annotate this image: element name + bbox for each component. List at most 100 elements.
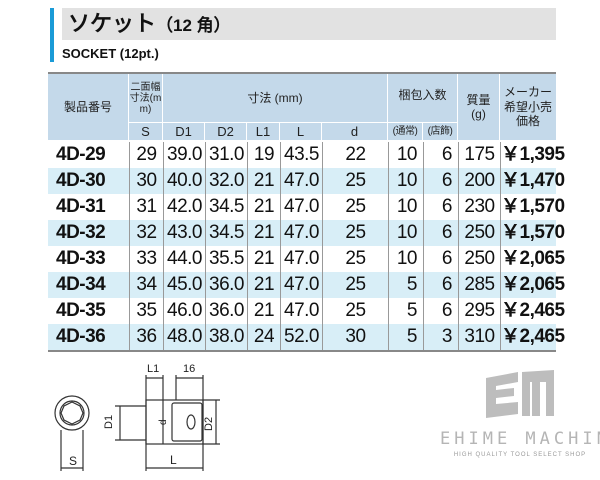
cell-qty-normal: 10 (388, 194, 423, 220)
cell-d1: 44.0 (163, 246, 205, 272)
cell-d: 25 (322, 220, 388, 246)
table-row: 4D-29 29 39.0 31.0 19 43.5 22 10 6 175 ￥1,395 (48, 142, 565, 168)
cell-weight: 310 (458, 324, 500, 350)
cell-qty-store: 6 (423, 168, 458, 194)
cell-part-no: 4D-29 (56, 144, 106, 165)
cell-qty-store: 6 (423, 142, 458, 168)
label-l1: L1 (147, 363, 159, 375)
cell-price: ￥2,065 (500, 272, 565, 298)
subheader-d2: D2 (205, 123, 246, 140)
cell-l1: 21 (247, 298, 280, 324)
cell-weight: 230 (458, 194, 500, 220)
cell-l1: 21 (247, 246, 280, 272)
subheader-store: (店飾) (423, 123, 457, 140)
label-d1: D1 (103, 415, 115, 429)
header-pack-qty: 梱包入数 (388, 74, 457, 122)
cell-d2: 36.0 (205, 272, 247, 298)
cell-d1: 43.0 (163, 220, 205, 246)
label-d: d (158, 419, 169, 425)
header-width-across: 二面幅寸法(mm) (129, 74, 162, 122)
table-row: 4D-31 31 42.0 34.5 21 47.0 25 10 6 230 ￥1,570 (48, 194, 565, 220)
cell-l1: 24 (247, 324, 280, 350)
subheader-normal: (通常) (388, 123, 422, 140)
cell-d1: 42.0 (163, 194, 205, 220)
cell-l: 47.0 (280, 220, 322, 246)
cell-qty-store: 6 (423, 194, 458, 220)
cell-l: 47.0 (280, 272, 322, 298)
table-row: 4D-36 36 48.0 38.0 24 52.0 30 5 3 310 ￥2,465 (48, 324, 565, 350)
cell-d2: 36.0 (205, 298, 247, 324)
cell-part-no: 4D-34 (56, 274, 106, 295)
cell-qty-normal: 10 (388, 142, 423, 168)
title-sub: （12 角） (156, 16, 231, 35)
cell-l1: 21 (247, 272, 280, 298)
table-row: 4D-33 33 44.0 35.5 21 47.0 25 10 6 250 ￥2,065 (48, 246, 565, 272)
socket-diagram: S L1 16 L D1 D2 d (54, 363, 220, 471)
subheader-s: S (129, 123, 162, 140)
cell-part-no: 4D-36 (56, 326, 106, 347)
accent-bar (50, 8, 54, 62)
cell-qty-normal: 10 (388, 168, 423, 194)
cell-qty-normal: 10 (388, 220, 423, 246)
cell-qty-store: 6 (423, 220, 458, 246)
table-row: 4D-35 35 46.0 36.0 21 47.0 25 5 6 295 ￥2,465 (48, 298, 565, 324)
cell-s: 31 (129, 194, 163, 220)
cell-s: 29 (129, 142, 163, 168)
cell-l1: 21 (247, 220, 280, 246)
cell-d: 25 (322, 194, 388, 220)
cell-d2: 34.5 (205, 220, 247, 246)
cell-l: 47.0 (280, 194, 322, 220)
logo-tagline: HIGH QUALITY TOOL SELECT SHOP (453, 452, 587, 458)
title-main: ソケット (68, 11, 157, 36)
cell-weight: 200 (458, 168, 500, 194)
cell-s: 34 (129, 272, 163, 298)
cell-weight: 295 (458, 298, 500, 324)
cell-qty-normal: 5 (388, 324, 423, 350)
cell-d2: 35.5 (205, 246, 247, 272)
cell-s: 32 (129, 220, 163, 246)
header-pack-qty-text: 梱包入数 (398, 88, 447, 102)
header-price-text: メーカー希望小売価格 (504, 85, 553, 129)
shop-logo: EHIME MACHINE HIGH QUALITY TOOL SELECT S… (440, 370, 600, 458)
header-dimensions-text: 寸法 (mm) (247, 90, 303, 105)
cell-qty-store: 3 (423, 324, 458, 350)
cell-l: 43.5 (280, 142, 322, 168)
subheader-d: d (322, 123, 387, 140)
cell-price: ￥1,570 (500, 194, 565, 220)
cell-d: 25 (322, 272, 388, 298)
cell-part-no: 4D-31 (56, 196, 106, 217)
cell-weight: 175 (458, 142, 500, 168)
label-drive: 16 (183, 363, 195, 375)
cell-qty-store: 6 (423, 298, 458, 324)
cell-qty-normal: 5 (388, 298, 423, 324)
cell-part-no: 4D-33 (56, 248, 106, 269)
cell-d2: 32.0 (205, 168, 247, 194)
cell-d1: 46.0 (163, 298, 205, 324)
header-weight: 質量(g) (458, 74, 499, 140)
cell-d: 25 (322, 298, 388, 324)
cell-part-no: 4D-35 (56, 300, 106, 321)
header-part-no-text: 製品番号 (63, 99, 112, 114)
cell-d: 30 (322, 324, 388, 350)
cell-qty-store: 6 (423, 246, 458, 272)
label-l: L (170, 453, 177, 467)
label-s: S (69, 454, 77, 468)
header-part-no: 製品番号 (48, 74, 128, 140)
cell-weight: 250 (458, 220, 500, 246)
cell-weight: 285 (458, 272, 500, 298)
cell-part-no: 4D-32 (56, 222, 106, 243)
cell-d2: 34.5 (205, 194, 247, 220)
cell-s: 33 (129, 246, 163, 272)
cell-price: ￥1,570 (500, 220, 565, 246)
cell-d2: 38.0 (205, 324, 247, 350)
cell-l: 47.0 (280, 246, 322, 272)
cell-d1: 40.0 (163, 168, 205, 194)
cell-l: 47.0 (280, 298, 322, 324)
cell-s: 36 (129, 324, 163, 350)
cell-price: ￥2,065 (500, 246, 565, 272)
cell-d2: 31.0 (205, 142, 247, 168)
table-row: 4D-32 32 43.0 34.5 21 47.0 25 10 6 250 ￥1,570 (48, 220, 565, 246)
cell-l1: 21 (247, 168, 280, 194)
cell-price: ￥2,465 (500, 298, 565, 324)
cell-qty-normal: 10 (388, 246, 423, 272)
